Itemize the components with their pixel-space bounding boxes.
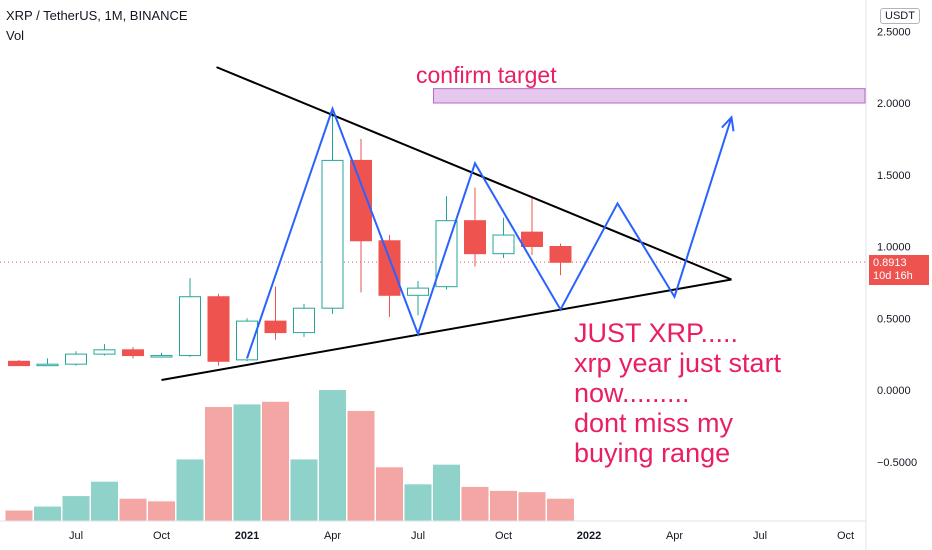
note-line: now.........: [574, 378, 690, 408]
candle-body: [350, 159, 372, 242]
volume-indicator-label: Vol: [6, 28, 25, 43]
volume-bar: [62, 496, 90, 521]
symbol-title: XRP / TetherUS, 1M, BINANCE: [6, 8, 188, 23]
y-tick-label: 2.5000: [877, 26, 911, 38]
candle-body: [150, 355, 173, 358]
x-tick-label: Apr: [324, 530, 341, 542]
candle-body: [65, 353, 87, 365]
volume-bar: [433, 464, 460, 521]
volume-bar: [176, 459, 204, 521]
volume-bar: [91, 481, 118, 521]
candle-body: [521, 231, 543, 247]
note-line: buying range: [574, 438, 731, 468]
annotation-note: JUST XRP..... xrp year just start now...…: [574, 318, 781, 468]
x-tick-label: Oct: [837, 530, 854, 542]
target-zone: [433, 88, 866, 104]
x-tick-label: Jul: [753, 530, 767, 542]
volume-bars: [5, 390, 574, 521]
x-tick-label: Apr: [666, 530, 683, 542]
volume-bar: [347, 410, 375, 521]
volume-bar: [461, 486, 489, 521]
volume-bar: [290, 459, 318, 521]
volume-bar: [34, 506, 61, 521]
x-tick-label: Jul: [69, 530, 83, 542]
bar-countdown: 10d 16h: [873, 270, 913, 282]
drawings: [161, 66, 866, 381]
candle-body: [122, 349, 144, 357]
candle-body: [321, 159, 344, 309]
projection-arrowhead: [721, 115, 735, 132]
candle-body: [293, 307, 315, 334]
candle-body: [407, 287, 429, 296]
x-tick-label: 2021: [235, 530, 259, 542]
volume-bar: [119, 498, 147, 521]
y-tick-label: 2.0000: [877, 98, 911, 110]
candle-body: [264, 320, 287, 334]
y-tick-label: 1.5000: [877, 170, 911, 182]
volume-bar: [490, 490, 517, 521]
triangle-lower-line: [161, 278, 732, 381]
volume-bar: [148, 501, 175, 521]
y-tick-label: −0.5000: [877, 457, 917, 469]
candle-body: [93, 349, 116, 355]
volume-bar: [5, 510, 33, 521]
volume-bar: [547, 498, 574, 521]
y-tick-label: 0.5000: [877, 313, 911, 325]
target-zone-label: confirm target: [416, 62, 557, 88]
volume-bar: [518, 492, 546, 521]
y-tick-label: 0.0000: [877, 385, 911, 397]
last-price-value: 0.8913: [873, 257, 907, 269]
candle-body: [464, 220, 486, 255]
volume-bar: [319, 390, 346, 521]
projection-path: [246, 105, 733, 359]
x-tick-label: Oct: [153, 530, 170, 542]
last-price-badge: 0.8913 10d 16h: [869, 255, 929, 285]
candle-body: [236, 320, 258, 361]
volume-bar: [205, 407, 232, 521]
candle-body: [36, 363, 59, 367]
candle-body: [435, 220, 458, 288]
candle-body: [207, 296, 230, 362]
candle-body: [492, 234, 515, 255]
triangle-upper-line: [216, 66, 732, 281]
note-line: dont miss my: [574, 408, 734, 438]
note-line: xrp year just start: [574, 348, 782, 378]
volume-bar: [404, 484, 432, 521]
candle-body: [549, 246, 572, 263]
candle-body: [179, 296, 201, 357]
volume-bar: [262, 401, 289, 521]
note-line: JUST XRP.....: [574, 318, 739, 348]
volume-bar: [376, 467, 403, 521]
x-tick-label: Oct: [495, 530, 512, 542]
candle-body: [378, 240, 401, 296]
currency-selector[interactable]: USDT: [880, 8, 920, 24]
x-tick-label: Jul: [411, 530, 425, 542]
y-tick-label: 1.0000: [877, 242, 911, 254]
volume-bar: [233, 404, 261, 521]
x-tick-label: 2022: [577, 530, 601, 542]
candle-body: [8, 360, 30, 367]
candlesticks: [8, 108, 572, 367]
